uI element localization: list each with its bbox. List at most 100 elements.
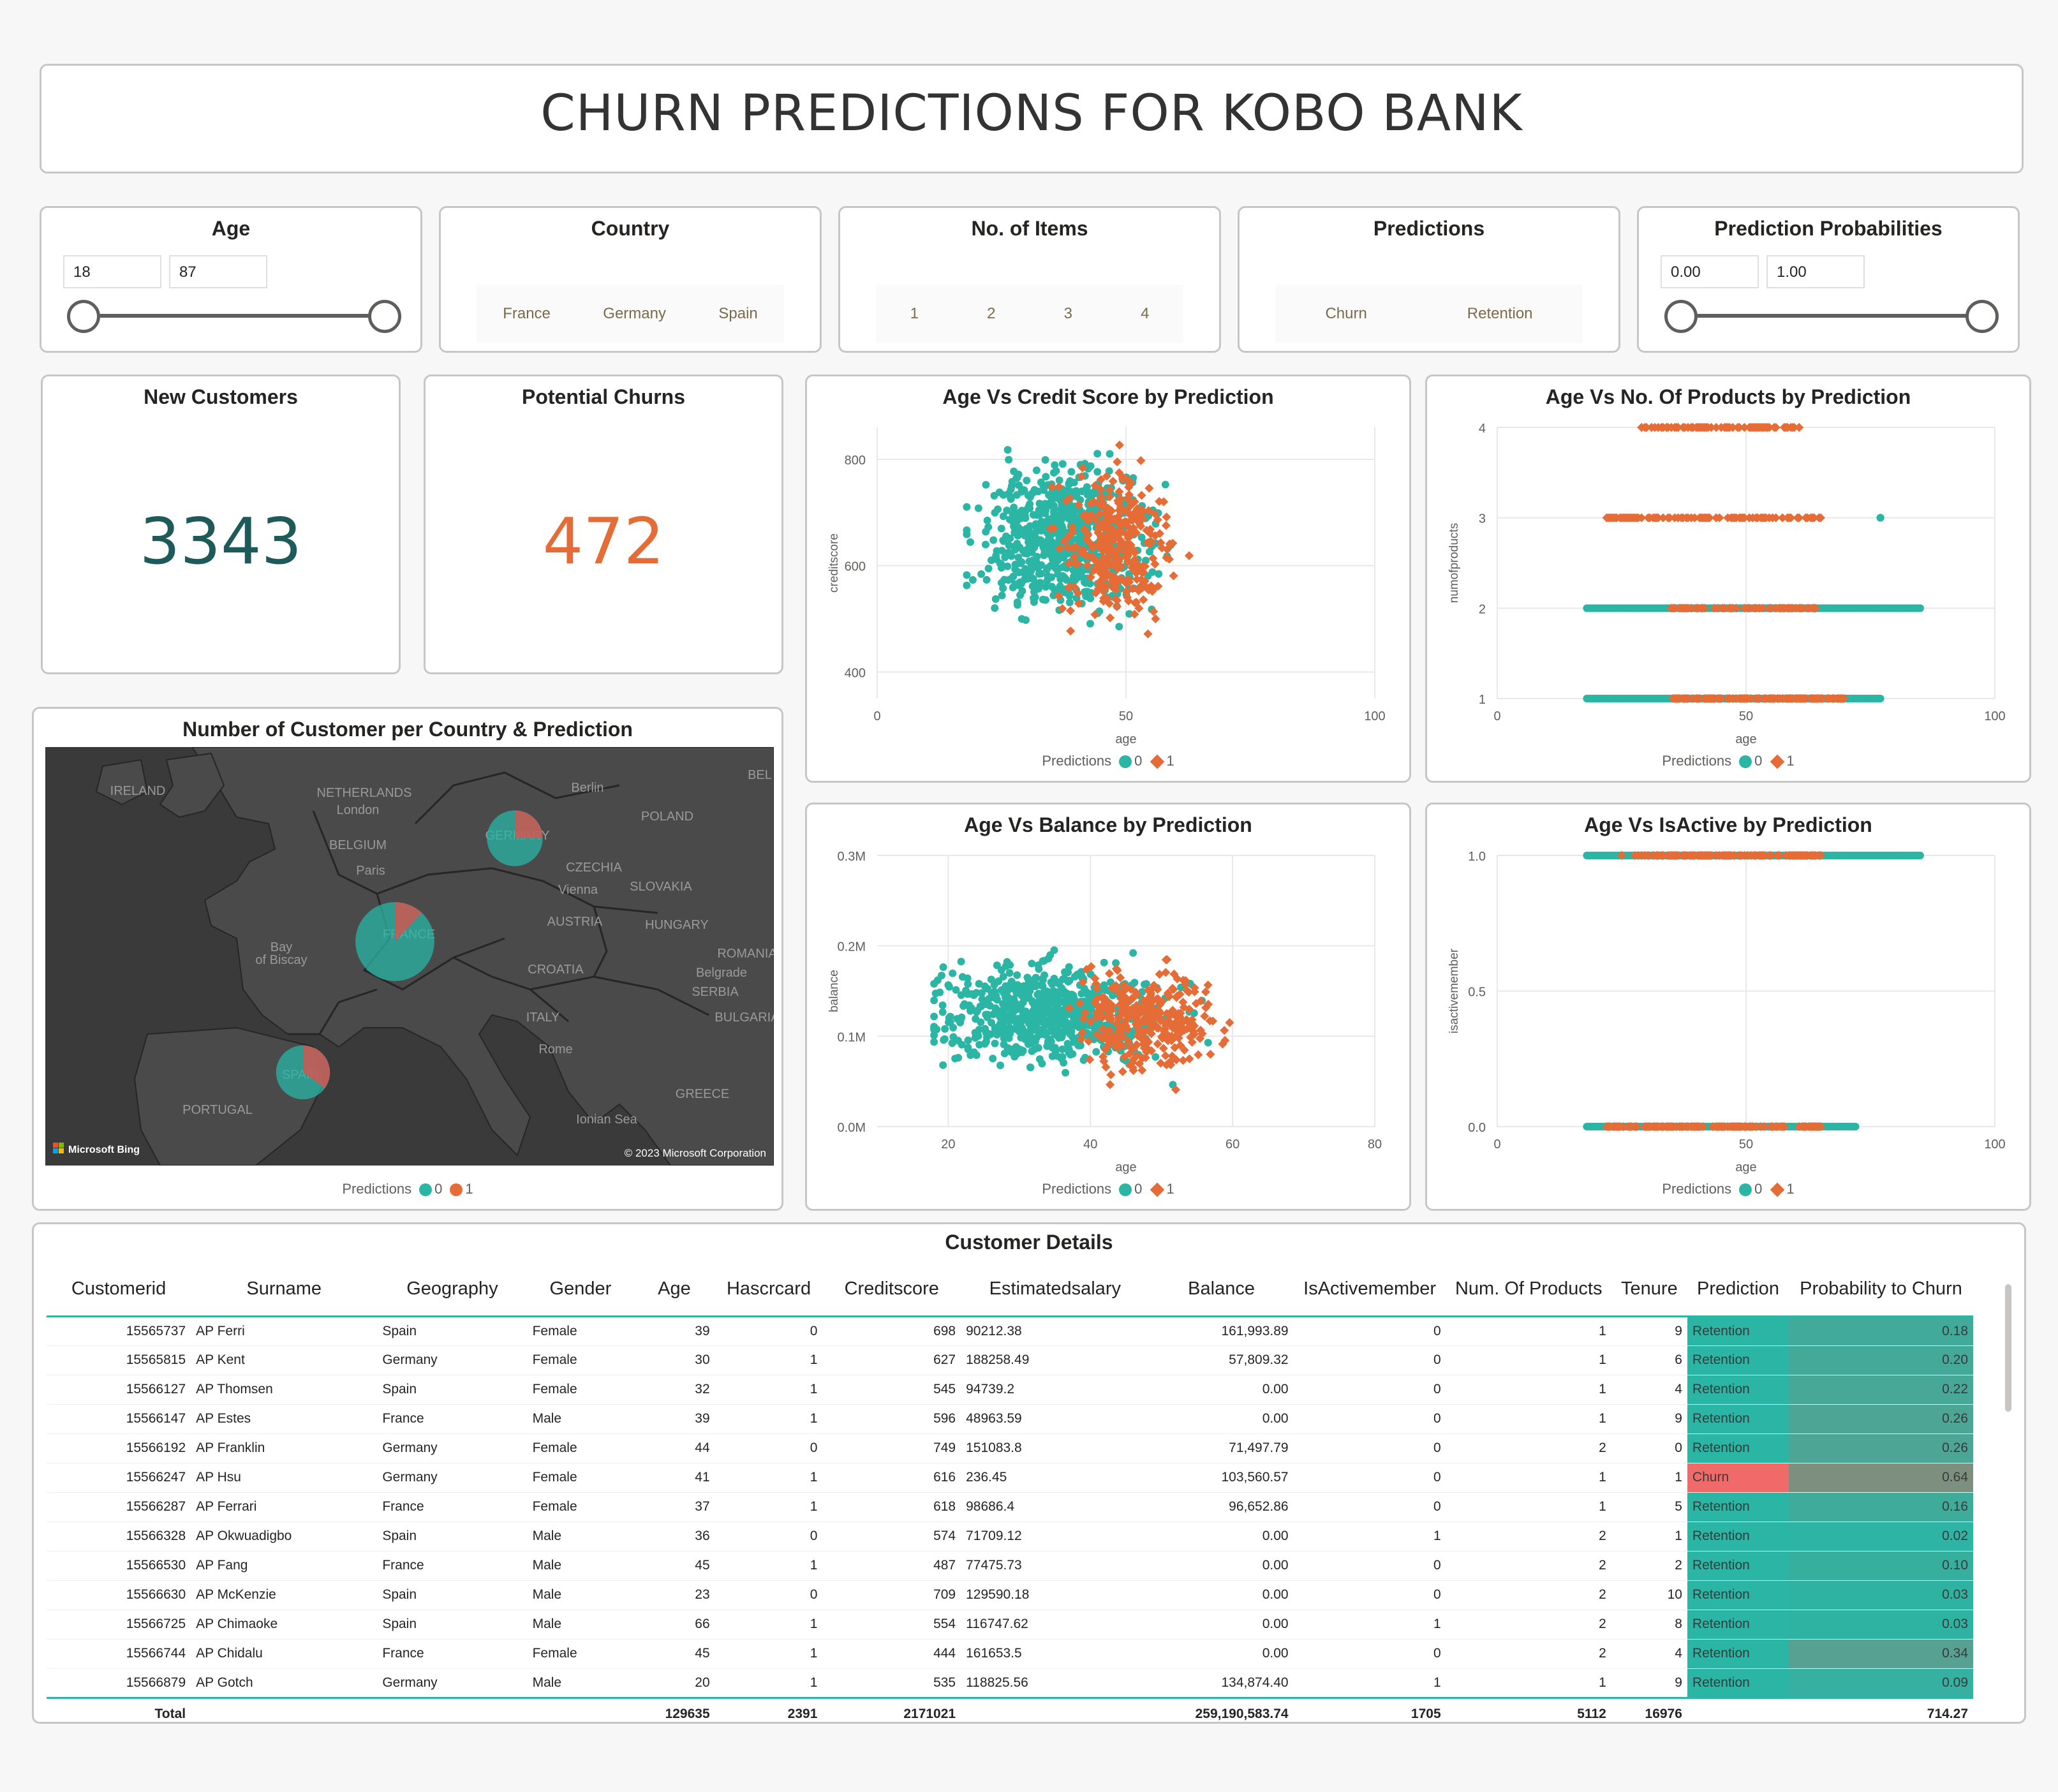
table-row[interactable]: 15566530 AP Fang France Male 45 1 487 77475.73 0… [47,1551,1973,1581]
country-option-spain[interactable]: Spain [718,305,758,322]
table-scrollbar[interactable] [2004,1265,2013,1705]
column-header[interactable]: IsActivemember [1293,1263,1446,1317]
column-header[interactable]: Estimatedsalary [961,1263,1150,1317]
point-churn [1093,584,1103,594]
country-option-france[interactable]: France [503,305,551,322]
point-retention [1050,974,1058,982]
table-row[interactable]: 15566328 AP Okwuadigbo Spain Male 36 0 574 7170… [47,1522,1973,1551]
column-header[interactable]: Num. Of Products [1446,1263,1611,1317]
point-retention [963,503,971,511]
point-churn [1143,1044,1152,1053]
table-cell: Male [527,1668,634,1698]
table-row[interactable]: 15566630 AP McKenzie Spain Male 23 0 709 129590… [47,1580,1973,1610]
country-option-germany[interactable]: Germany [603,305,666,322]
table-cell: 36 [633,1522,715,1551]
scrollbar-thumb[interactable] [2005,1284,2011,1412]
point-retention [1051,1030,1059,1039]
table-cell: 15566879 [47,1668,191,1698]
probability-max-handle[interactable] [1965,300,1999,333]
age-range-track[interactable] [81,314,386,318]
prediction-option-churn[interactable]: Churn [1325,305,1367,322]
map-canvas[interactable]: IRELANDNETHERLANDSBerlinLondonBELGIUMGER… [45,747,774,1166]
table-row[interactable]: 15566879 AP Gotch Germany Male 20 1 535 118825.… [47,1668,1973,1698]
table-cell: AP Hsu [191,1463,378,1493]
point-retention [1058,1045,1067,1053]
point-churn [1809,513,1819,522]
table-cell: 96,652.86 [1149,1492,1294,1522]
legend-dot-0 [419,1183,433,1197]
land-ireland [95,759,149,806]
probability-slicer: Prediction Probabilities 0.00 1.00 [1637,206,2020,353]
table-cell: Female [527,1375,634,1405]
column-header[interactable]: Prediction [1687,1263,1789,1317]
prediction-option-retention[interactable]: Retention [1467,305,1533,322]
column-header[interactable]: Creditscore [822,1263,961,1317]
probability-min-handle[interactable] [1664,300,1698,333]
table-row[interactable]: 15566725 AP Chimaoke Spain Male 66 1 554 116747… [47,1610,1973,1640]
items-option-4[interactable]: 4 [1141,305,1150,322]
point-retention [983,516,991,524]
y-tick-label: 400 [845,666,866,680]
point-churn [1104,968,1114,979]
land-britain [159,752,225,818]
point-churn [1161,521,1171,530]
column-header[interactable]: Age [633,1263,715,1317]
table-row[interactable]: 15565815 AP Kent Germany Female 30 1 627 188258… [47,1345,1973,1375]
table-row[interactable]: 15566127 AP Thomsen Spain Female 32 1 545 94739… [47,1375,1973,1405]
bing-logo-square-2 [59,1143,64,1148]
items-option-1[interactable]: 1 [910,305,919,322]
table-cell: Retention [1687,1639,1789,1669]
probability-max-input[interactable]: 1.00 [1766,255,1865,288]
map-label: CROATIA [528,963,584,977]
point-retention [1039,976,1047,984]
column-header[interactable]: Customerid [47,1263,191,1317]
table-cell: 0.03 [1789,1580,1973,1610]
table-cell: 1 [1446,1404,1611,1434]
probability-slicer-title: Prediction Probabilities [1714,217,1943,240]
age-max-handle[interactable] [368,300,401,333]
column-header[interactable]: Hascrcard [714,1263,823,1317]
age-min-input[interactable]: 18 [63,255,161,288]
land-mass [191,747,774,1166]
table-row[interactable]: 15566744 AP Chidalu France Female 45 1 444 1616… [47,1639,1973,1669]
table-cell: AP Ferrari [191,1492,378,1522]
border-lines [288,771,709,1035]
items-option-2[interactable]: 2 [987,305,996,322]
x-axis-label: age [1735,1160,1756,1174]
bing-logo-square-4 [59,1148,64,1153]
point-retention [1055,476,1063,484]
column-header[interactable]: Gender [527,1263,634,1317]
age-max-input[interactable]: 87 [169,255,267,288]
legend-dot-0 [1119,1183,1132,1197]
table-row[interactable]: 15566147 AP Estes France Male 39 1 596 48963.59… [47,1404,1973,1434]
table-row[interactable]: 15566247 AP Hsu Germany Female 41 1 616 236.45 1… [47,1463,1973,1493]
column-header[interactable]: Probability to Churn [1789,1263,1973,1317]
table-cell: Spain [377,1316,528,1346]
predictions-slicer-title: Predictions [1373,217,1485,240]
table-row[interactable]: 15566192 AP Franklin Germany Female 44 0 749 15… [47,1433,1973,1463]
table-cell: 0 [1293,1316,1446,1346]
column-header[interactable]: Balance [1149,1263,1294,1317]
table-row[interactable]: 15566287 AP Ferrari France Female 37 1 618 9868… [47,1492,1973,1522]
total-cell [191,1696,378,1729]
point-churn [1162,955,1172,965]
probability-min-input[interactable]: 0.00 [1661,255,1759,288]
table-cell: France [377,1492,528,1522]
table-cell: 44 [633,1433,715,1463]
age-min-handle[interactable] [67,300,100,333]
probability-range-track[interactable] [1678,314,1983,318]
point-churn [1090,610,1100,619]
point-retention [1069,1050,1077,1058]
column-header[interactable]: Tenure [1611,1263,1687,1317]
map-label: ITALY [526,1011,560,1025]
items-option-3[interactable]: 3 [1063,305,1072,322]
column-header[interactable]: Surname [191,1263,378,1317]
map-label: Bay [270,940,292,954]
point-retention [999,537,1007,545]
point-churn [1218,1039,1227,1049]
table-row[interactable]: 15565737 AP Ferri Spain Female 39 0 698 90212.3… [47,1316,1973,1346]
point-retention [957,958,965,966]
column-header[interactable]: Geography [377,1263,528,1317]
y-tick-label: 0.5 [1468,986,1486,1000]
point-churn [1759,1122,1769,1132]
